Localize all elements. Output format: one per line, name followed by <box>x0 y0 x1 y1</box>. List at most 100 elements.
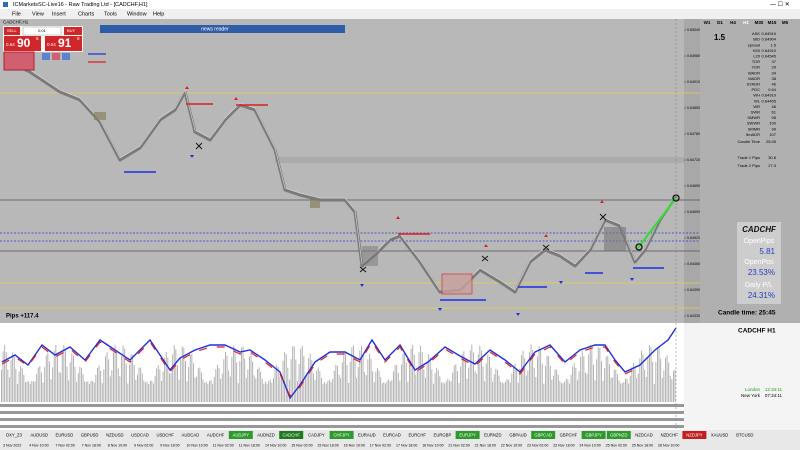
menu-item[interactable]: View <box>32 11 44 17</box>
volume-bar <box>437 370 439 402</box>
symbol-tab-label[interactable]: USDCHF <box>156 432 174 437</box>
menu-item[interactable]: Insert <box>52 11 66 17</box>
volume-bar <box>591 348 593 402</box>
symbol-tab-label[interactable]: NZDCHF <box>661 432 679 437</box>
symbol-tab-label[interactable]: AUDJPY <box>233 432 250 437</box>
symbol-tab-label[interactable]: EURNZD <box>484 432 501 437</box>
symbol-tab-label[interactable]: GBPJPY <box>585 432 602 437</box>
volume-bar <box>428 354 430 402</box>
symbol-tab-label[interactable]: EURUSD <box>56 432 74 437</box>
symbol-tab-label[interactable]: AUDCAD <box>182 432 200 437</box>
symbol-tab[interactable] <box>657 431 682 439</box>
symbol-tab-label[interactable]: EURCAD <box>383 432 401 437</box>
symbol-tab-label[interactable]: GBPCAD <box>534 432 552 437</box>
symbol-tab-label[interactable]: EURAUD <box>358 432 376 437</box>
sell-button[interactable]: SELL <box>7 28 18 33</box>
symbol-tab-label[interactable]: BTCUSD <box>736 432 753 437</box>
symbol-tab[interactable] <box>556 431 581 439</box>
volume-bar <box>381 383 383 402</box>
symbol-tab-label[interactable]: EURCHF <box>408 432 426 437</box>
symbol-tab[interactable] <box>128 431 152 439</box>
timeframe-button[interactable]: M15 <box>768 20 777 25</box>
symbol-tab-label[interactable]: CHFJPY <box>333 432 349 437</box>
symbol-tab-label[interactable]: EURGBP <box>434 432 452 437</box>
symbol-tab-label[interactable]: USDCAD <box>131 432 149 437</box>
symbol-tab[interactable] <box>455 431 480 439</box>
info-label: Trade 2 Pips <box>737 163 760 168</box>
price-label: 0.64720 <box>687 158 700 162</box>
volume-bar <box>404 352 406 402</box>
symbol-tab[interactable] <box>102 431 127 439</box>
symbol-tab-label[interactable]: AUDNZD <box>257 432 274 437</box>
menu-item[interactable]: Charts <box>78 11 94 17</box>
buy-button[interactable]: BUY <box>67 28 76 33</box>
symbol-tab[interactable] <box>632 431 656 439</box>
menu-item[interactable]: Help <box>153 11 164 17</box>
timeframe-button[interactable]: M5 <box>782 20 789 25</box>
symbol-tab-label[interactable]: GBPUSD <box>81 432 99 437</box>
symbol-tab[interactable] <box>254 431 278 439</box>
symbol-tab[interactable] <box>581 431 606 439</box>
volume-bar <box>514 363 516 402</box>
symbol-tab-label[interactable]: NZDUSD <box>106 432 123 437</box>
timeframe-button[interactable]: W1 <box>704 20 711 25</box>
symbol-tab-label[interactable]: DXY_Z3 <box>6 432 22 437</box>
time-label: 24 Nov 10:00 <box>579 443 600 447</box>
volume-bar <box>513 365 514 402</box>
volume-bar <box>485 363 487 402</box>
symbol-tab-label[interactable]: NZDJPY <box>686 432 702 437</box>
symbol-tab-label[interactable]: AUDUSD <box>30 432 48 437</box>
volume-bar <box>602 380 604 402</box>
symbol-tab[interactable] <box>178 431 203 439</box>
menu-item[interactable]: File <box>12 11 21 17</box>
symbol-tab[interactable] <box>531 431 556 439</box>
symbol-tab-label[interactable]: EURJPY <box>459 432 476 437</box>
symbol-tab[interactable] <box>329 431 354 439</box>
symbol-tab[interactable] <box>506 431 530 439</box>
window-controls[interactable]: — ☐ ✕ <box>770 1 790 8</box>
symbol-tab[interactable] <box>203 431 228 439</box>
volume-bar <box>228 370 230 402</box>
symbol-tab[interactable] <box>228 431 253 439</box>
timeframe-button[interactable]: M30 <box>755 20 764 25</box>
volume-bar <box>93 382 95 402</box>
symbol-tab[interactable] <box>77 431 102 439</box>
menu-item[interactable]: Window <box>127 11 147 17</box>
symbol-tab[interactable] <box>480 431 505 439</box>
symbol-tab[interactable] <box>52 431 77 439</box>
volume-bar <box>87 381 89 402</box>
symbol-tab-label[interactable]: GBPCHF <box>560 432 578 437</box>
symbol-tab[interactable] <box>430 431 455 439</box>
timeframe-button[interactable]: D1 <box>717 20 723 25</box>
symbol-tab[interactable] <box>304 431 329 439</box>
symbol-tab[interactable] <box>380 431 404 439</box>
menu-item[interactable]: Tools <box>104 11 117 17</box>
symbol-tab-label[interactable]: CADJPY <box>308 432 325 437</box>
volume-bar <box>189 355 191 402</box>
symbol-tab[interactable] <box>405 431 430 439</box>
volume-bar <box>426 361 428 402</box>
volume-bar <box>183 347 185 402</box>
symbol-tab-label[interactable]: AUDCHF <box>207 432 225 437</box>
symbol-tab[interactable] <box>354 431 379 439</box>
volume-bar <box>319 371 321 402</box>
symbol-tab-label[interactable]: GBPNZD <box>610 432 627 437</box>
symbol-tab-label[interactable]: XAUUSD <box>711 432 728 437</box>
symbol-tab-label[interactable]: GBPAUD <box>509 432 526 437</box>
timeframe-button[interactable]: H4 <box>730 20 736 25</box>
symbol-tab[interactable] <box>606 431 631 439</box>
symbol-tab[interactable] <box>2 431 26 439</box>
symbol-tab[interactable] <box>707 431 732 439</box>
symbol-tab[interactable] <box>279 431 304 439</box>
symbol-tab[interactable] <box>153 431 178 439</box>
symbol-tab-label[interactable]: CADCHF <box>282 432 300 437</box>
timeframe-button[interactable]: H1 <box>743 20 749 25</box>
volume-bar <box>349 361 351 402</box>
volume-bar <box>477 354 479 402</box>
info-value: 38 <box>772 76 777 81</box>
symbol-tab[interactable] <box>732 431 757 439</box>
symbol-tab-label[interactable]: NZDCAD <box>635 432 652 437</box>
symbol-tab[interactable] <box>682 431 707 439</box>
volume-bar <box>137 374 138 402</box>
symbol-tab[interactable] <box>27 431 52 439</box>
